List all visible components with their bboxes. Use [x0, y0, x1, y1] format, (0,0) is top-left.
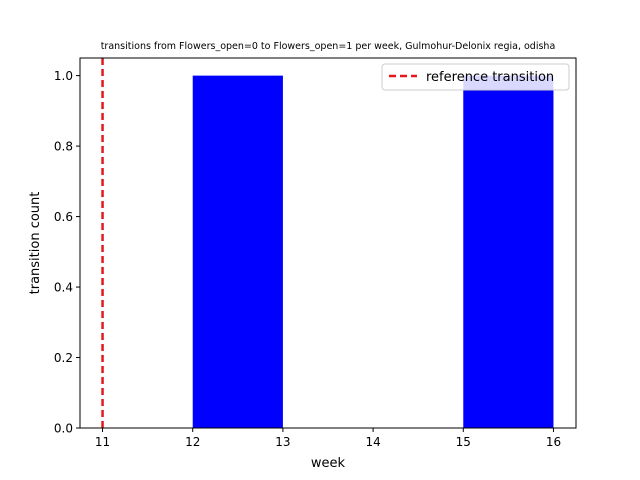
y-tick-label-2: 0.4	[54, 281, 73, 295]
x-tick-label-3: 14	[365, 435, 380, 449]
y-tick-label-3: 0.6	[54, 210, 73, 224]
y-tick-label-1: 0.2	[54, 351, 73, 365]
x-tick-label-1: 12	[185, 435, 200, 449]
bar-0	[192, 75, 283, 428]
y-tick-label-4: 0.8	[54, 140, 73, 154]
x-tick-label-4: 15	[456, 435, 471, 449]
x-tick-label-0: 11	[95, 435, 110, 449]
x-tick-label-5: 16	[546, 435, 561, 449]
x-axis-label: week	[311, 456, 346, 471]
legend-label-reference: reference transition	[426, 70, 554, 85]
y-axis-label: transition count	[28, 192, 43, 295]
legend: reference transition	[381, 63, 570, 91]
legend-box	[381, 63, 570, 91]
chart-title: transitions from Flowers_open=0 to Flowe…	[101, 41, 556, 52]
bar-1	[463, 75, 554, 428]
y-tick-label-5: 1.0	[54, 69, 73, 83]
y-tick-label-0: 0.0	[54, 422, 73, 436]
x-tick-label-2: 13	[275, 435, 290, 449]
axes-frame	[79, 57, 577, 429]
